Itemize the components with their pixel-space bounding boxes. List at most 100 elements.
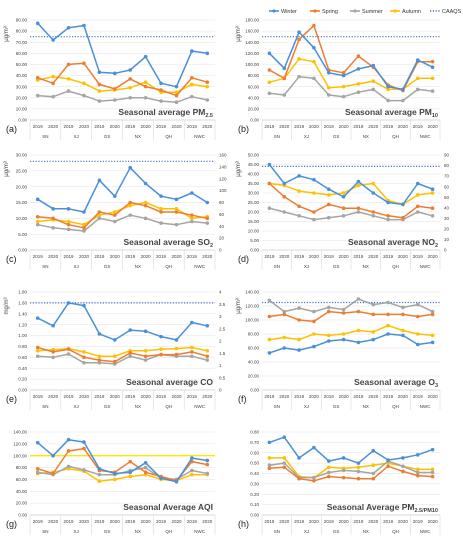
data-point-autumn bbox=[282, 335, 287, 340]
group-label: XJ bbox=[74, 264, 79, 269]
y2-tick-label: 30 bbox=[444, 216, 450, 221]
data-point-summer bbox=[341, 94, 346, 99]
series-line-summer bbox=[37, 353, 208, 365]
y-tick-label: 1.20 bbox=[18, 322, 27, 327]
data-point-winter bbox=[82, 210, 86, 214]
y-tick-label: 1.60 bbox=[18, 300, 27, 305]
y2-tick-label: 1.5 bbox=[219, 351, 226, 356]
chart-panel: 0.00 5.00 10.00 15.00 20.00 25.00 30.00 35.00 40… bbox=[236, 153, 450, 270]
data-point-summer bbox=[297, 74, 301, 79]
data-point-summer bbox=[51, 94, 55, 99]
data-point-summer bbox=[112, 219, 117, 224]
x-tick-label: 2019 bbox=[33, 124, 44, 129]
data-point-autumn bbox=[205, 84, 210, 89]
data-point-winter bbox=[341, 195, 346, 199]
data-point-autumn bbox=[282, 456, 287, 460]
data-point-autumn bbox=[297, 337, 301, 342]
data-point-winter bbox=[51, 207, 55, 211]
data-point-spring bbox=[356, 309, 361, 314]
data-point-spring bbox=[128, 77, 133, 81]
x-tick-label: 2020 bbox=[398, 519, 409, 524]
data-point-spring bbox=[430, 59, 435, 64]
x-tick-label: 2020 bbox=[48, 124, 59, 129]
y-tick-label: 160.00 bbox=[245, 29, 259, 34]
data-point-summer bbox=[205, 98, 210, 102]
y-tick-label: 0.80 bbox=[18, 344, 27, 349]
y-tick-label: 20.00 bbox=[248, 374, 260, 379]
data-point-autumn bbox=[341, 84, 346, 89]
y-tick-label: 0.40 bbox=[250, 471, 259, 476]
data-point-spring bbox=[415, 204, 420, 209]
data-point-summer bbox=[35, 93, 40, 98]
series-line-winter bbox=[269, 333, 433, 354]
chart-title-main: Seasonal Average AQI bbox=[123, 502, 213, 512]
legend-marker bbox=[272, 9, 276, 13]
data-point-summer bbox=[371, 214, 376, 218]
series-line-spring bbox=[37, 346, 208, 363]
group-label: XJ bbox=[304, 264, 309, 269]
x-tick-label: 2019 bbox=[264, 394, 275, 399]
data-point-summer bbox=[386, 300, 390, 305]
y2-tick-label: 20 bbox=[219, 236, 225, 241]
y-tick-label: 0.20 bbox=[18, 377, 27, 382]
data-point-spring bbox=[312, 210, 316, 214]
x-tick-label: 2020 bbox=[110, 124, 121, 129]
data-point-summer bbox=[312, 217, 316, 222]
chart-title: Seasonal average PM10 bbox=[345, 107, 438, 119]
x-tick-label: 2019 bbox=[264, 519, 275, 524]
data-point-autumn bbox=[143, 349, 148, 353]
data-point-summer bbox=[205, 358, 210, 362]
group-label: XJ bbox=[304, 134, 309, 139]
chart-title-subscript: 10 bbox=[432, 113, 438, 119]
group-label: QH bbox=[392, 529, 399, 534]
y-tick-label: 10.00 bbox=[16, 216, 28, 221]
x-tick-label: 2019 bbox=[383, 124, 394, 129]
series-line-autumn bbox=[37, 346, 208, 357]
data-point-summer bbox=[159, 99, 163, 103]
data-point-winter bbox=[82, 303, 86, 308]
data-point-spring bbox=[356, 476, 361, 481]
data-point-winter bbox=[371, 63, 376, 68]
x-tick-label: 2020 bbox=[339, 254, 350, 259]
data-point-autumn bbox=[371, 330, 376, 334]
data-point-autumn bbox=[371, 181, 376, 186]
y2-tick-label: 2.5 bbox=[219, 326, 226, 331]
data-point-spring bbox=[282, 76, 287, 81]
group-label: SN bbox=[42, 264, 48, 269]
x-tick-label: 2019 bbox=[353, 394, 364, 399]
x-tick-label: 2019 bbox=[383, 394, 394, 399]
y-tick-label: 100.00 bbox=[245, 318, 259, 323]
data-point-autumn bbox=[326, 85, 331, 90]
data-point-spring bbox=[97, 82, 102, 87]
data-point-spring bbox=[143, 354, 148, 359]
group-label: NWC bbox=[420, 264, 431, 269]
y-tick-label: 20.00 bbox=[248, 210, 260, 215]
chart-panel: 0.00 20.00 40.00 60.00 80.00 100.00 120.00 140.… bbox=[6, 430, 216, 535]
data-point-winter bbox=[112, 338, 117, 342]
data-point-spring bbox=[326, 309, 331, 314]
y-tick-label: 1.80 bbox=[18, 290, 27, 295]
data-point-spring bbox=[312, 23, 316, 28]
data-point-summer bbox=[282, 309, 287, 314]
y2-tick-label: 60 bbox=[219, 212, 225, 217]
chart-panel: 0.00 20.00 40.00 60.00 80.00 100.00 120.00 140.… bbox=[236, 18, 441, 140]
y-tick-label: 0.40 bbox=[18, 366, 27, 371]
data-point-summer bbox=[341, 307, 346, 312]
group-label: GS bbox=[104, 404, 111, 409]
x-tick-label: 2019 bbox=[187, 519, 198, 524]
y2-tick-label: 20 bbox=[444, 226, 450, 231]
group-label: XJ bbox=[304, 404, 309, 409]
data-point-spring bbox=[174, 93, 179, 98]
data-point-summer bbox=[174, 100, 179, 105]
group-label: NWC bbox=[420, 529, 431, 534]
data-point-spring bbox=[66, 449, 71, 453]
y-tick-label: 60.00 bbox=[248, 84, 260, 89]
data-point-winter bbox=[415, 342, 420, 347]
x-tick-label: 2020 bbox=[110, 254, 121, 259]
data-point-summer bbox=[82, 93, 86, 98]
data-point-winter bbox=[282, 66, 287, 71]
data-point-winter bbox=[341, 456, 346, 460]
group-label: NWC bbox=[194, 529, 205, 534]
data-point-autumn bbox=[97, 213, 102, 217]
data-point-winter bbox=[312, 445, 316, 450]
